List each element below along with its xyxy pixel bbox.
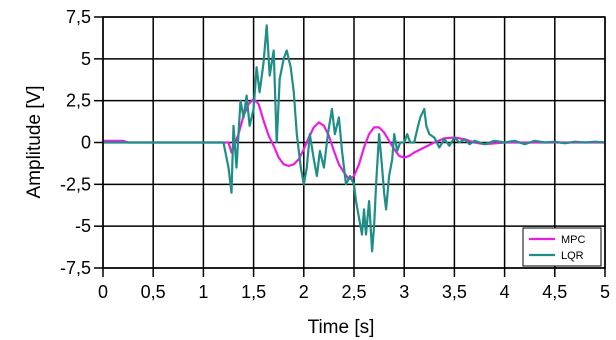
y-tick-label-0: 7,5 [66,7,91,27]
series-lines [103,24,606,253]
y-axis-label: Amplitude [V] [24,86,45,199]
x-tick-label-6: 3 [399,282,409,302]
y-tick-label-1: 5 [81,49,91,69]
y-tick-label-5: -5 [75,216,91,236]
x-tick-label-0: 0 [98,282,108,302]
axes: 7,5 5 2,5 0 -2,5 -5 -7,5 0 0,5 1 1,5 2 2,5 3 3,5 4 4,5 5 [60,7,610,302]
x-tick-label-7: 3,5 [442,282,467,302]
y-tick-label-4: -2,5 [60,174,91,194]
y-tick-label-3: 0 [81,133,91,153]
x-tick-label-8: 4 [500,282,510,302]
x-axis-label: Time [s] [308,317,375,338]
x-tick-label-9: 4,5 [542,282,567,302]
x-tick-label-5: 2,5 [341,282,366,302]
series-line-mpc [103,97,605,181]
legend-box [522,227,602,267]
legend-label-lqr: LQR [561,250,584,262]
legend: MPC LQR [522,227,602,267]
x-tick-label-3: 1,5 [241,282,266,302]
y-tick-label-6: -7,5 [60,258,91,278]
x-tick-label-1: 0,5 [141,282,166,302]
legend-label-mpc: MPC [561,234,586,246]
y-tick-label-2: 2,5 [66,91,91,111]
x-tick-label-10: 5 [600,282,610,302]
x-tick-label-4: 2 [299,282,309,302]
series-line-lqr [103,24,606,253]
x-tick-label-2: 1 [198,282,208,302]
